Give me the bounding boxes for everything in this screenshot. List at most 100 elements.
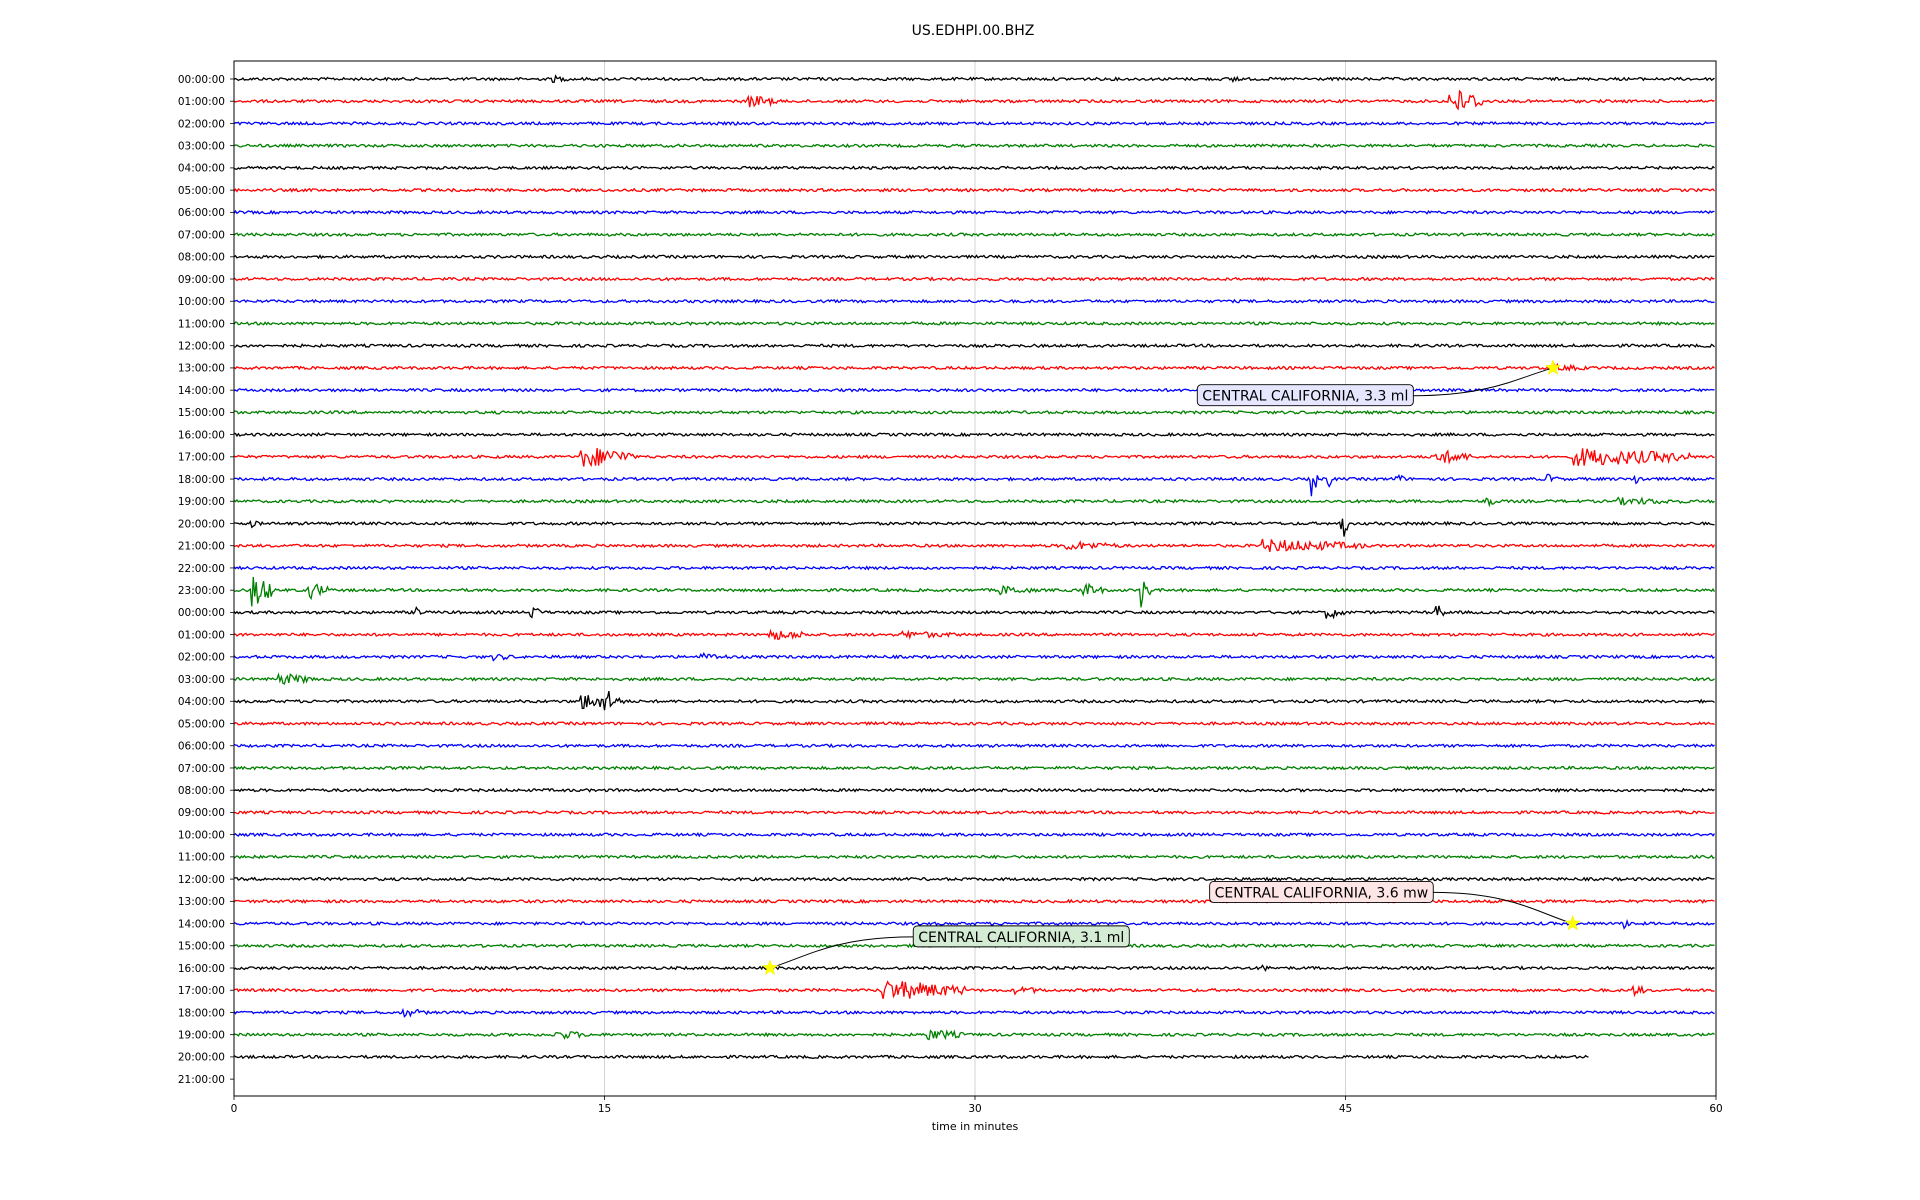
y-tick-label: 12:00:00 xyxy=(178,874,225,886)
trace-line xyxy=(233,209,1715,216)
event-star-marker xyxy=(1564,914,1581,931)
trace-line xyxy=(233,565,1715,571)
trace-line xyxy=(234,628,1715,641)
event-label: CENTRAL CALIFORNIA, 3.6 mw xyxy=(1215,885,1429,901)
trace-line xyxy=(233,854,1715,860)
trace-line xyxy=(233,165,1715,171)
trace-line xyxy=(233,605,1716,620)
y-tick-label: 06:00:00 xyxy=(178,207,225,219)
y-tick-label: 09:00:00 xyxy=(178,807,225,819)
y-tick-label: 20:00:00 xyxy=(178,1052,225,1064)
trace-line xyxy=(233,809,1715,816)
y-tick-label: 14:00:00 xyxy=(178,918,225,930)
trace-line xyxy=(233,538,1716,552)
trace-line xyxy=(233,1029,1715,1041)
y-tick-label: 21:00:00 xyxy=(178,1074,225,1086)
trace-line xyxy=(233,876,1715,882)
trace-line xyxy=(233,387,1715,393)
trace-line xyxy=(233,254,1715,260)
y-tick-label: 19:00:00 xyxy=(178,496,225,508)
y-tick-label: 15:00:00 xyxy=(178,941,225,953)
y-tick-label: 07:00:00 xyxy=(178,763,225,775)
x-axis: 0 15 30 45 60 xyxy=(231,1096,1723,1115)
trace-line xyxy=(233,143,1715,149)
y-tick-label: 05:00:00 xyxy=(178,185,225,197)
trace-line xyxy=(233,448,1715,468)
x-tick-label: 0 xyxy=(231,1103,238,1115)
trace-line xyxy=(234,343,1715,349)
y-tick-label: 10:00:00 xyxy=(178,829,225,841)
x-tick-label: 30 xyxy=(968,1103,981,1115)
trace-line xyxy=(233,787,1715,793)
y-tick-label: 00:00:00 xyxy=(178,607,225,619)
y-tick-label: 19:00:00 xyxy=(178,1029,225,1041)
y-tick-label: 10:00:00 xyxy=(178,296,225,308)
y-tick-label: 13:00:00 xyxy=(178,363,225,375)
x-tick-label: 45 xyxy=(1339,1103,1352,1115)
y-tick-label: 12:00:00 xyxy=(178,341,225,353)
trace-line xyxy=(233,918,1715,930)
trace-line xyxy=(233,298,1715,304)
y-tick-label: 11:00:00 xyxy=(178,318,225,330)
event-annotation: CENTRAL CALIFORNIA, 3.1 ml xyxy=(761,925,1130,976)
event-annotation: CENTRAL CALIFORNIA, 3.6 mw xyxy=(1209,880,1581,931)
y-tick-label: 07:00:00 xyxy=(178,229,225,241)
y-tick-label: 03:00:00 xyxy=(178,140,225,152)
trace-line xyxy=(233,1007,1715,1018)
y-tick-label: 22:00:00 xyxy=(178,563,225,575)
y-tick-label: 01:00:00 xyxy=(178,96,225,108)
event-annotation: CENTRAL CALIFORNIA, 3.3 ml xyxy=(1196,359,1562,407)
event-connector xyxy=(769,936,914,969)
y-tick-label: 18:00:00 xyxy=(178,1007,225,1019)
y-tick-label: 05:00:00 xyxy=(178,718,225,730)
trace-line xyxy=(233,651,1715,662)
y-tick-label: 13:00:00 xyxy=(178,896,225,908)
y-tick-label: 04:00:00 xyxy=(178,163,225,175)
y-tick-label: 02:00:00 xyxy=(178,118,225,130)
trace-line xyxy=(233,496,1715,508)
x-tick-label: 15 xyxy=(598,1103,611,1115)
y-tick-label: 09:00:00 xyxy=(178,274,225,286)
y-tick-label: 17:00:00 xyxy=(178,985,225,997)
trace-line xyxy=(233,231,1715,238)
y-tick-label: 16:00:00 xyxy=(178,963,225,975)
y-tick-label: 16:00:00 xyxy=(178,429,225,441)
y-tick-label: 14:00:00 xyxy=(178,385,225,397)
x-tick-label: 60 xyxy=(1709,1103,1722,1115)
trace-line xyxy=(233,964,1715,972)
y-tick-label: 01:00:00 xyxy=(178,629,225,641)
trace-line xyxy=(233,187,1716,193)
y-tick-label: 04:00:00 xyxy=(178,696,225,708)
y-tick-label: 03:00:00 xyxy=(178,674,225,686)
y-tick-label: 06:00:00 xyxy=(178,741,225,753)
trace-line xyxy=(233,720,1715,727)
chart-title: US.EDHPI.00.BHZ xyxy=(912,23,1035,39)
event-label: CENTRAL CALIFORNIA, 3.3 ml xyxy=(1202,389,1408,405)
y-tick-label: 17:00:00 xyxy=(178,452,225,464)
y-tick-label: 08:00:00 xyxy=(178,785,225,797)
y-tick-label: 18:00:00 xyxy=(178,474,225,486)
y-tick-label: 08:00:00 xyxy=(178,252,225,264)
trace-line xyxy=(233,74,1715,84)
trace-line xyxy=(233,672,1715,685)
trace-line xyxy=(233,409,1715,415)
event-connector xyxy=(1433,891,1573,925)
event-label: CENTRAL CALIFORNIA, 3.1 ml xyxy=(918,930,1124,946)
event-connector xyxy=(1413,367,1554,397)
y-tick-label: 23:00:00 xyxy=(178,585,225,597)
y-tick-label: 21:00:00 xyxy=(178,541,225,553)
trace-line xyxy=(233,831,1716,838)
y-tick-label: 02:00:00 xyxy=(178,652,225,664)
event-annotations: CENTRAL CALIFORNIA, 3.3 ml CENTRAL CALIFO… xyxy=(761,359,1581,976)
y-tick-labels: 00:00:00 01:00:00 02:00:00 03:00:00 04:00:00… xyxy=(178,74,234,1086)
trace-line xyxy=(233,473,1715,497)
y-tick-label: 20:00:00 xyxy=(178,518,225,530)
trace-line xyxy=(233,898,1715,904)
trace-line xyxy=(233,431,1715,438)
trace-line xyxy=(233,276,1715,282)
x-axis-label: time in minutes xyxy=(932,1120,1019,1133)
y-tick-label: 11:00:00 xyxy=(178,852,225,864)
y-tick-label: 15:00:00 xyxy=(178,407,225,419)
event-star-marker xyxy=(1544,359,1562,375)
